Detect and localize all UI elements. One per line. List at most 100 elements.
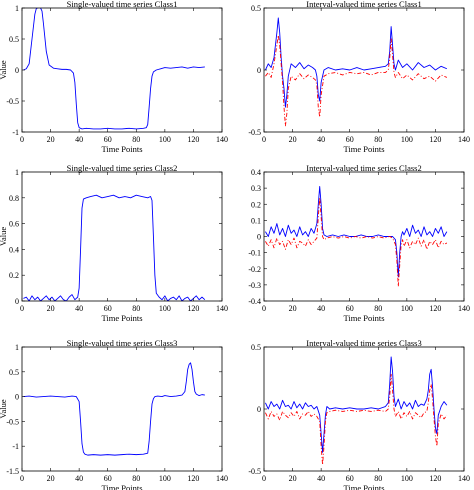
y-tick-label: 0.1 <box>251 216 261 225</box>
x-tick-label: 0 <box>20 474 24 483</box>
x-tick-label: 100 <box>159 304 171 313</box>
chart-panel-6: 0 20 40 60 80 100 120 140-0.500.5 Interval-value… <box>248 338 470 490</box>
x-tick-label: 20 <box>47 304 55 313</box>
y-tick-label: 0.4 <box>251 168 261 177</box>
x-tick-label: 140 <box>458 474 470 483</box>
x-tick-label: 40 <box>317 474 325 483</box>
x-axis-label: Time Points <box>343 144 384 154</box>
y-tick-label: 0 <box>257 66 261 75</box>
chart-title: Interval-valued time series Class3 <box>306 338 421 348</box>
x-tick-label: 80 <box>374 304 382 313</box>
y-tick-label: -0.3 <box>248 281 261 290</box>
x-tick-label: 0 <box>262 135 266 144</box>
x-tick-label: 80 <box>132 474 140 483</box>
y-tick-label: 1 <box>15 4 19 13</box>
y-tick-label: -0.5 <box>248 128 261 137</box>
x-tick-label: 120 <box>429 474 441 483</box>
y-tick-label: -0.2 <box>248 265 261 274</box>
y-tick-label: 0 <box>15 66 19 75</box>
x-tick-label: 20 <box>289 304 297 313</box>
x-tick-label: 20 <box>289 135 297 144</box>
x-tick-label: 60 <box>346 304 354 313</box>
x-axis-label: Time Points <box>343 313 384 323</box>
chart-title: Single-valued time series Class2 <box>67 163 178 173</box>
plot-frame <box>21 7 223 133</box>
chart-panel-1: 0 20 40 60 80 100 120 140 -1 -0.5 0 0.5 1 Single-valu… <box>0 0 228 154</box>
chart-title: Interval-valued time series Class2 <box>306 163 421 173</box>
y-tick-label: -0.1 <box>248 249 261 258</box>
x-tick-label: 60 <box>104 135 112 144</box>
x-tick-label: 120 <box>187 474 199 483</box>
x-tick-label: 40 <box>75 474 83 483</box>
x-axis-label: Time Points <box>343 483 384 490</box>
series-line-1 <box>265 17 448 108</box>
x-tick-label: 0 <box>20 304 24 313</box>
y-tick-label: 0.5 <box>251 343 261 352</box>
x-tick-label: 0 <box>262 474 266 483</box>
y-axis-label: Value <box>0 399 8 419</box>
series-line-1 <box>265 356 448 453</box>
series-line-1 <box>23 8 205 130</box>
y-tick-label: 0.2 <box>9 271 19 280</box>
series-line-2 <box>265 373 448 466</box>
x-tick-label: 40 <box>75 135 83 144</box>
x-tick-label: 140 <box>216 304 228 313</box>
x-tick-label: 0 <box>262 304 266 313</box>
x-tick-label: 140 <box>216 474 228 483</box>
x-tick-label: 140 <box>216 135 228 144</box>
plot-frame <box>21 171 223 302</box>
x-tick-label: 100 <box>401 474 413 483</box>
x-tick-label: 40 <box>317 135 325 144</box>
x-tick-label: 120 <box>187 135 199 144</box>
series-line-1 <box>23 362 205 456</box>
x-tick-label: 100 <box>159 135 171 144</box>
x-axis-label: Time Points <box>101 483 142 490</box>
y-tick-label: -1 <box>12 442 19 451</box>
x-tick-label: 20 <box>47 135 55 144</box>
y-tick-label: 0.5 <box>9 368 19 377</box>
x-tick-label: 60 <box>104 304 112 313</box>
x-tick-label: 60 <box>104 474 112 483</box>
y-tick-label: 1 <box>15 343 19 352</box>
x-tick-label: 80 <box>132 135 140 144</box>
y-tick-label: 0.4 <box>9 245 19 254</box>
chart-panel-3: 0 20 40 60 80 100 120 140 0 0.2 0.4 0.6 0.8 1 Single-v… <box>0 163 228 323</box>
x-tick-label: 40 <box>75 304 83 313</box>
chart-panel-2: 0 20 40 60 80 100 120 140-0.500.5 Interval-value… <box>248 0 470 154</box>
y-tick-label: 0.2 <box>251 200 261 209</box>
series-line-2 <box>265 34 448 127</box>
series-line-2 <box>265 197 448 287</box>
y-tick-label: -1.5 <box>6 467 19 476</box>
x-axis-label: Time Points <box>101 313 142 323</box>
chart-panel-5: 0 20 40 60 80 100 120 140 -1.5 -1 -0.5 0 0.5 1 Single-… <box>0 338 228 490</box>
y-tick-label: 0 <box>257 233 261 242</box>
x-tick-label: 100 <box>401 304 413 313</box>
y-tick-label: -0.4 <box>248 297 261 306</box>
y-tick-label: 0.3 <box>251 184 261 193</box>
x-axis-label: Time Points <box>101 144 142 154</box>
x-tick-label: 60 <box>346 135 354 144</box>
y-tick-label: -0.5 <box>6 417 19 426</box>
x-tick-label: 140 <box>458 135 470 144</box>
y-tick-label: -0.5 <box>6 97 19 106</box>
series-line-1 <box>23 194 206 301</box>
x-tick-label: 20 <box>289 474 297 483</box>
x-tick-label: 120 <box>187 304 199 313</box>
y-tick-label: 0 <box>257 405 261 414</box>
plot-frame <box>263 171 465 302</box>
y-axis-label: Value <box>0 60 8 80</box>
x-tick-label: 40 <box>317 304 325 313</box>
x-tick-label: 100 <box>401 135 413 144</box>
y-tick-label: 0.6 <box>9 220 19 229</box>
y-axis-label: Value <box>0 227 8 247</box>
x-tick-label: 80 <box>374 474 382 483</box>
chart-title: Single-valued time series Class3 <box>67 338 178 348</box>
y-tick-label: -0.5 <box>248 467 261 476</box>
y-tick-label: 0 <box>15 297 19 306</box>
y-tick-label: -1 <box>12 128 19 137</box>
chart-panel-4: 0 20 40 60 80 100 120 140 -0.4 -0.3 -0.2 -0.1 0 0.1 0.… <box>248 163 470 323</box>
x-tick-label: 60 <box>346 474 354 483</box>
y-tick-label: 0 <box>15 393 19 402</box>
x-tick-label: 120 <box>429 304 441 313</box>
